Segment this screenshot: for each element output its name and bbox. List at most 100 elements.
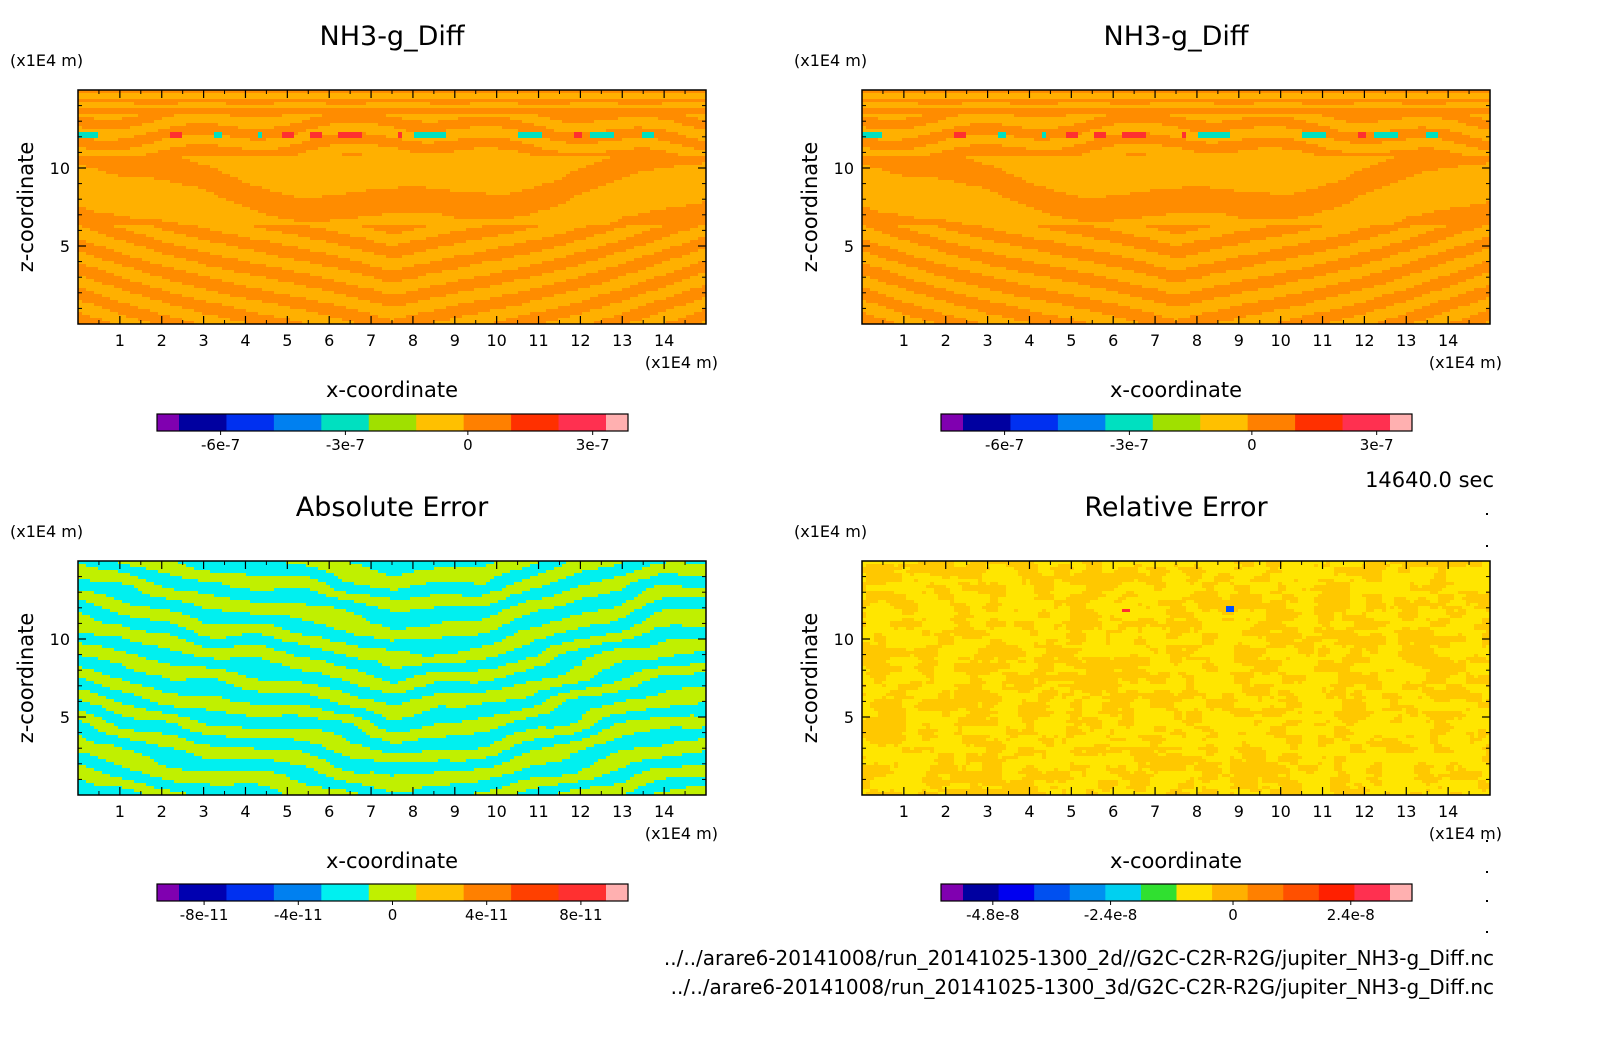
contour-cell <box>1202 567 1235 571</box>
contour-cell <box>342 678 383 682</box>
contour-cell <box>1394 603 1447 607</box>
contour-cell <box>1274 297 1327 301</box>
contour-cell <box>1354 645 1379 649</box>
contour-cell <box>582 660 623 664</box>
contour-cell <box>354 633 479 637</box>
contour-cell <box>1346 759 1483 763</box>
contour-cell <box>1150 780 1187 784</box>
contour-cell <box>530 564 563 568</box>
contour-cell <box>534 693 559 697</box>
contour-cell <box>210 636 227 640</box>
contour-cell <box>362 615 491 619</box>
contour-cell <box>522 741 571 745</box>
contour-cell <box>122 777 163 781</box>
contour-cell <box>1046 288 1107 292</box>
contour-cell <box>1334 738 1343 742</box>
contour-cell <box>1330 624 1355 628</box>
contour-cell <box>1266 657 1271 661</box>
contour-cell <box>1002 315 1059 319</box>
contour-cell <box>862 246 891 250</box>
contour-cell <box>878 243 919 247</box>
contour-cell <box>1066 636 1087 640</box>
contour-cell <box>370 621 443 625</box>
x-tick-label: 3 <box>983 331 993 350</box>
contour-cell <box>1102 705 1131 709</box>
contour-cell <box>302 750 335 754</box>
contour-cell <box>866 693 887 697</box>
contour-cell <box>918 687 959 691</box>
contour-cell <box>1106 735 1111 739</box>
contour-cell <box>1430 621 1451 625</box>
contour-cell <box>1058 606 1071 610</box>
contour-cell <box>1018 201 1351 205</box>
contour-cell <box>1306 678 1339 682</box>
contour-cell <box>610 222 707 226</box>
contour-cell <box>1038 663 1055 667</box>
contour-cell <box>1334 627 1347 631</box>
contour-cell <box>1186 672 1231 676</box>
contour-cell <box>222 171 571 175</box>
contour-cell <box>1354 315 1399 319</box>
contour-cell <box>1122 600 1159 604</box>
contour-cell <box>154 786 271 790</box>
contour-cell <box>870 669 903 673</box>
contour-cell <box>1414 705 1479 709</box>
contour-cell <box>614 702 699 706</box>
contour-cell <box>382 267 403 271</box>
contour-cell <box>894 321 935 325</box>
contour-cell <box>1206 705 1235 709</box>
contour-cell <box>1350 603 1367 607</box>
contour-cell <box>1442 312 1479 316</box>
contour-cell <box>434 771 515 775</box>
contour-cell <box>1294 693 1327 697</box>
contour-cell <box>1482 774 1491 778</box>
contour-cell <box>978 753 983 757</box>
contour-cell <box>390 588 399 592</box>
contour-cell <box>1202 771 1223 775</box>
contour-cell <box>1226 270 1287 274</box>
contour-cell <box>626 273 667 277</box>
contour-cell <box>1234 609 1239 613</box>
contour-cell <box>346 666 391 670</box>
contour-cell <box>1422 690 1471 694</box>
contour-cell <box>1014 318 1075 322</box>
contour-cell <box>1314 642 1335 646</box>
contour-cell <box>282 132 295 136</box>
contour-cell <box>1146 762 1151 766</box>
contour-cell <box>1338 678 1379 682</box>
contour-cell <box>954 732 963 736</box>
contour-cell <box>1262 312 1315 316</box>
x-tick-label: 6 <box>324 331 334 350</box>
contour-cell <box>274 291 335 295</box>
contour-cell <box>1246 732 1267 736</box>
contour-cell <box>694 672 707 676</box>
contour-cell <box>402 138 459 142</box>
contour-cell <box>666 309 703 313</box>
contour-cell <box>302 618 367 622</box>
contour-cell <box>618 768 651 772</box>
contour-cell <box>78 99 707 103</box>
contour-cell <box>1366 192 1491 196</box>
contour-cell <box>1458 717 1463 721</box>
contour-cell <box>1018 657 1035 661</box>
contour-cell <box>1342 702 1367 706</box>
contour-cell <box>934 669 955 673</box>
contour-cell <box>1122 594 1139 598</box>
contour-cell <box>1470 741 1475 745</box>
contour-cell <box>862 564 867 568</box>
contour-cell <box>886 744 895 748</box>
contour-cell <box>566 141 599 145</box>
contour-cell <box>906 264 947 268</box>
contour-cell <box>1102 615 1111 619</box>
contour-cell <box>1398 693 1427 697</box>
contour-cell <box>1130 705 1151 709</box>
contour-cell <box>210 783 235 787</box>
contour-cell <box>1086 768 1107 772</box>
contour-cell <box>454 243 515 247</box>
contour-cell <box>314 621 371 625</box>
contour-cell <box>390 609 411 613</box>
contour-cell <box>462 720 515 724</box>
contour-cell <box>1146 678 1167 682</box>
contour-cell <box>102 771 143 775</box>
contour-cell <box>222 255 279 259</box>
